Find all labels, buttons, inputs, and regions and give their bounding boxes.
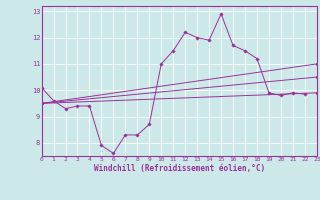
X-axis label: Windchill (Refroidissement éolien,°C): Windchill (Refroidissement éolien,°C) xyxy=(94,164,265,173)
